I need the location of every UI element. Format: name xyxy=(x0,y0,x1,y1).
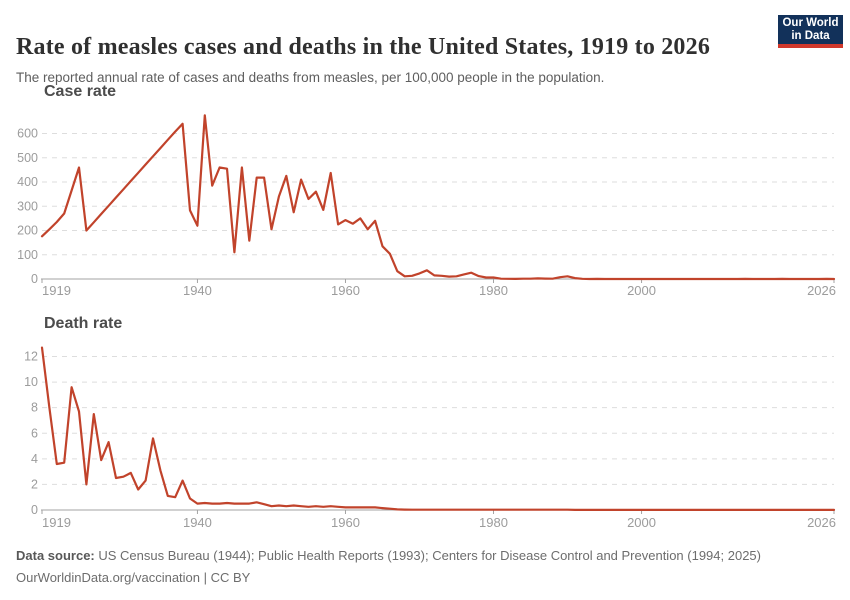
x-axis-label: 2000 xyxy=(627,283,656,298)
x-axis-label: 1980 xyxy=(479,515,508,530)
x-axis-label: 2026 xyxy=(807,283,836,298)
x-axis-label: 1960 xyxy=(331,283,360,298)
owid-logo: Our World in Data xyxy=(778,15,843,48)
y-axis-label: 300 xyxy=(17,199,38,213)
chart-subtitle: The reported annual rate of cases and de… xyxy=(16,69,605,85)
y-axis-label: 6 xyxy=(31,426,38,440)
y-axis-label: 2 xyxy=(31,477,38,491)
case-rate-title: Case rate xyxy=(44,83,117,100)
x-axis-label: 1919 xyxy=(42,515,71,530)
license-text: | CC BY xyxy=(200,570,251,585)
data-source-label: Data source: xyxy=(16,548,95,563)
x-axis-label: 1940 xyxy=(183,515,212,530)
data-source-line: Data source: US Census Bureau (1944); Pu… xyxy=(16,548,761,563)
y-axis-label: 400 xyxy=(17,175,38,189)
y-axis-label: 12 xyxy=(24,350,38,364)
owid-logo-line1: Our World xyxy=(782,17,839,29)
x-axis-label: 1919 xyxy=(42,283,71,298)
page-title: Rate of measles cases and deaths in the … xyxy=(16,34,711,61)
death-rate-line xyxy=(40,346,836,511)
case-rate-line xyxy=(40,114,836,281)
x-axis-label: 1980 xyxy=(479,283,508,298)
case-rate-chart[interactable]: 0 100 200 300 400 500 600 1919 1940 1960 1980 2000 2… xyxy=(0,100,850,310)
credit-line: OurWorldinData.org/vaccination | CC BY xyxy=(16,570,250,585)
owid-logo-line2: in Data xyxy=(791,29,830,42)
y-axis-label: 100 xyxy=(17,248,38,262)
x-axis-label: 2026 xyxy=(807,515,836,530)
x-axis-label: 2000 xyxy=(627,515,656,530)
y-axis-label: 200 xyxy=(17,224,38,238)
owid-link[interactable]: OurWorldinData.org/vaccination xyxy=(16,570,201,585)
y-axis-label: 8 xyxy=(31,401,38,415)
y-axis-label: 500 xyxy=(17,151,38,165)
y-axis-label: 0 xyxy=(31,503,38,517)
y-axis-label: 4 xyxy=(31,452,38,466)
y-axis-label: 600 xyxy=(17,127,38,141)
death-rate-title: Death rate xyxy=(44,315,123,332)
x-axis-label: 1960 xyxy=(331,515,360,530)
x-axis-label: 1940 xyxy=(183,283,212,298)
y-axis-label: 10 xyxy=(24,375,38,389)
y-axis-label: 0 xyxy=(31,272,38,286)
death-rate-chart[interactable]: 0 2 4 6 8 10 12 1919 1940 1960 1980 2000 2026 xyxy=(0,335,850,545)
data-source-text: US Census Bureau (1944); Public Health R… xyxy=(94,548,761,563)
